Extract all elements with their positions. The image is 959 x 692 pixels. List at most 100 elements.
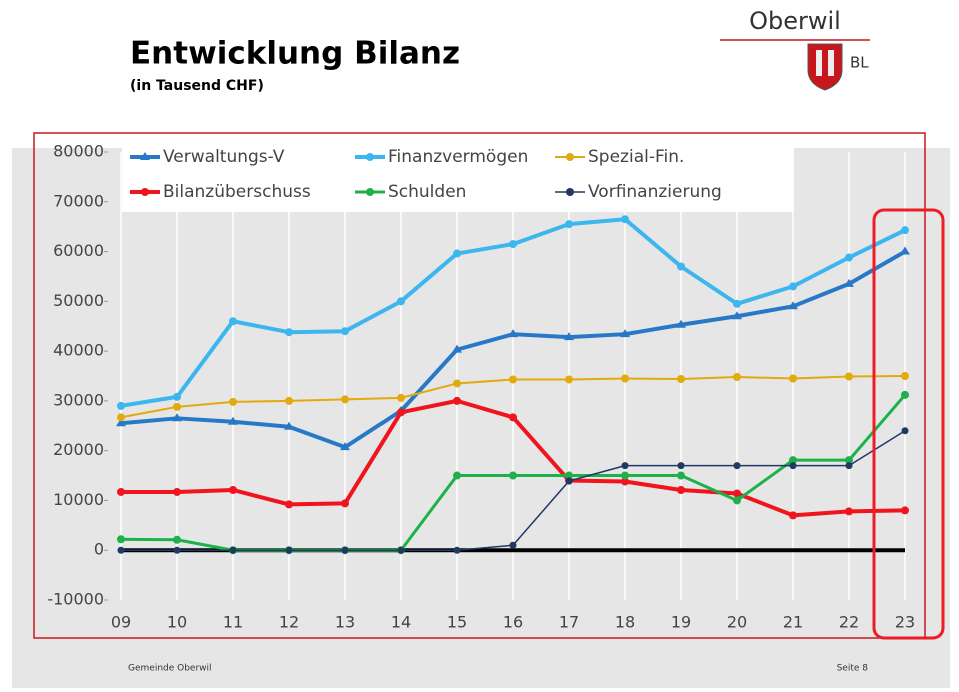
marker	[453, 379, 461, 388]
x-tick-label: 18	[615, 613, 635, 632]
marker	[677, 374, 685, 383]
marker	[285, 500, 293, 509]
x-tick-label: 14	[391, 613, 411, 632]
x-tick-label: 22	[839, 613, 859, 632]
marker	[621, 374, 629, 383]
x-tick-label: 12	[279, 613, 299, 632]
marker	[509, 240, 517, 249]
marker	[901, 372, 909, 380]
marker	[397, 297, 405, 306]
legend-label: Spezial-Fin.	[588, 147, 684, 167]
logo-emblem	[816, 50, 822, 76]
marker	[397, 393, 405, 402]
marker	[116, 418, 126, 427]
marker	[117, 401, 125, 410]
marker	[789, 456, 797, 465]
marker	[845, 456, 853, 465]
marker	[341, 327, 349, 336]
plot: -10000 0 10000 20000 30000 40000 50000 60000 700…	[47, 140, 915, 632]
marker	[844, 278, 854, 287]
marker	[509, 541, 517, 549]
marker	[733, 462, 741, 470]
marker	[173, 535, 181, 544]
marker	[141, 188, 149, 196]
marker	[285, 328, 293, 337]
marker	[229, 397, 237, 406]
y-tick-label: 30000	[53, 390, 104, 409]
y-tick-label: 60000	[53, 241, 104, 260]
footer-right: Seite 8	[837, 664, 869, 674]
marker	[508, 329, 518, 338]
x-tick-label: 13	[335, 613, 355, 632]
marker	[340, 442, 350, 451]
marker	[677, 485, 685, 494]
marker	[621, 215, 629, 224]
chart-frame	[33, 132, 926, 639]
marker	[285, 546, 293, 554]
marker	[452, 344, 462, 353]
marker	[901, 226, 909, 235]
marker	[341, 546, 349, 554]
marker	[228, 416, 238, 425]
highlight-frame	[872, 208, 945, 640]
x-tick-label: 19	[671, 613, 691, 632]
marker	[229, 546, 237, 554]
marker	[172, 413, 182, 422]
y-tick-label: 20000	[53, 440, 104, 459]
marker	[366, 188, 374, 196]
marker	[366, 153, 374, 161]
logo-emblem	[828, 50, 834, 76]
marker	[733, 496, 741, 505]
x-tick-label: 10	[167, 613, 187, 632]
marker	[621, 471, 629, 480]
y-tick-label: 0	[94, 540, 104, 559]
logo-name: Oberwil	[749, 7, 841, 35]
marker	[901, 390, 909, 399]
marker	[620, 329, 630, 338]
marker	[564, 332, 574, 341]
logo-region: BL	[850, 54, 869, 72]
marker	[845, 462, 853, 470]
marker	[566, 153, 574, 161]
marker	[789, 282, 797, 291]
marker	[229, 317, 237, 326]
marker	[173, 546, 181, 554]
logo-shield	[807, 43, 843, 91]
marker	[173, 487, 181, 496]
marker	[566, 188, 574, 196]
marker	[676, 319, 686, 328]
marker	[140, 152, 150, 160]
marker	[453, 546, 461, 554]
marker	[901, 506, 909, 515]
y-tick-label: -10000	[47, 590, 104, 609]
legend-label: Vorfinanzierung	[588, 182, 722, 202]
marker	[117, 535, 125, 544]
marker	[117, 413, 125, 422]
marker	[789, 511, 797, 520]
marker	[621, 462, 629, 470]
x-tick-label: 21	[783, 613, 803, 632]
slide-title: Entwicklung Bilanz	[130, 36, 460, 72]
marker	[565, 375, 573, 384]
marker	[788, 301, 798, 310]
y-tick-label: 10000	[53, 490, 104, 509]
marker	[733, 372, 741, 381]
marker	[733, 299, 741, 308]
x-tick-label: 20	[727, 613, 747, 632]
y-tick-label: 50000	[53, 291, 104, 310]
y-tick-label: 80000	[53, 142, 104, 161]
slide-subtitle: (in Tausend CHF)	[130, 78, 264, 94]
marker	[229, 485, 237, 494]
marker	[621, 477, 629, 486]
marker	[341, 395, 349, 404]
marker	[173, 392, 181, 401]
marker	[677, 462, 685, 470]
legend-box	[122, 140, 794, 212]
marker	[453, 249, 461, 258]
legend-label: Bilanzüberschuss	[163, 182, 311, 202]
marker	[509, 413, 517, 422]
x-tick-label: 17	[559, 613, 579, 632]
marker	[677, 262, 685, 271]
marker	[901, 427, 909, 435]
